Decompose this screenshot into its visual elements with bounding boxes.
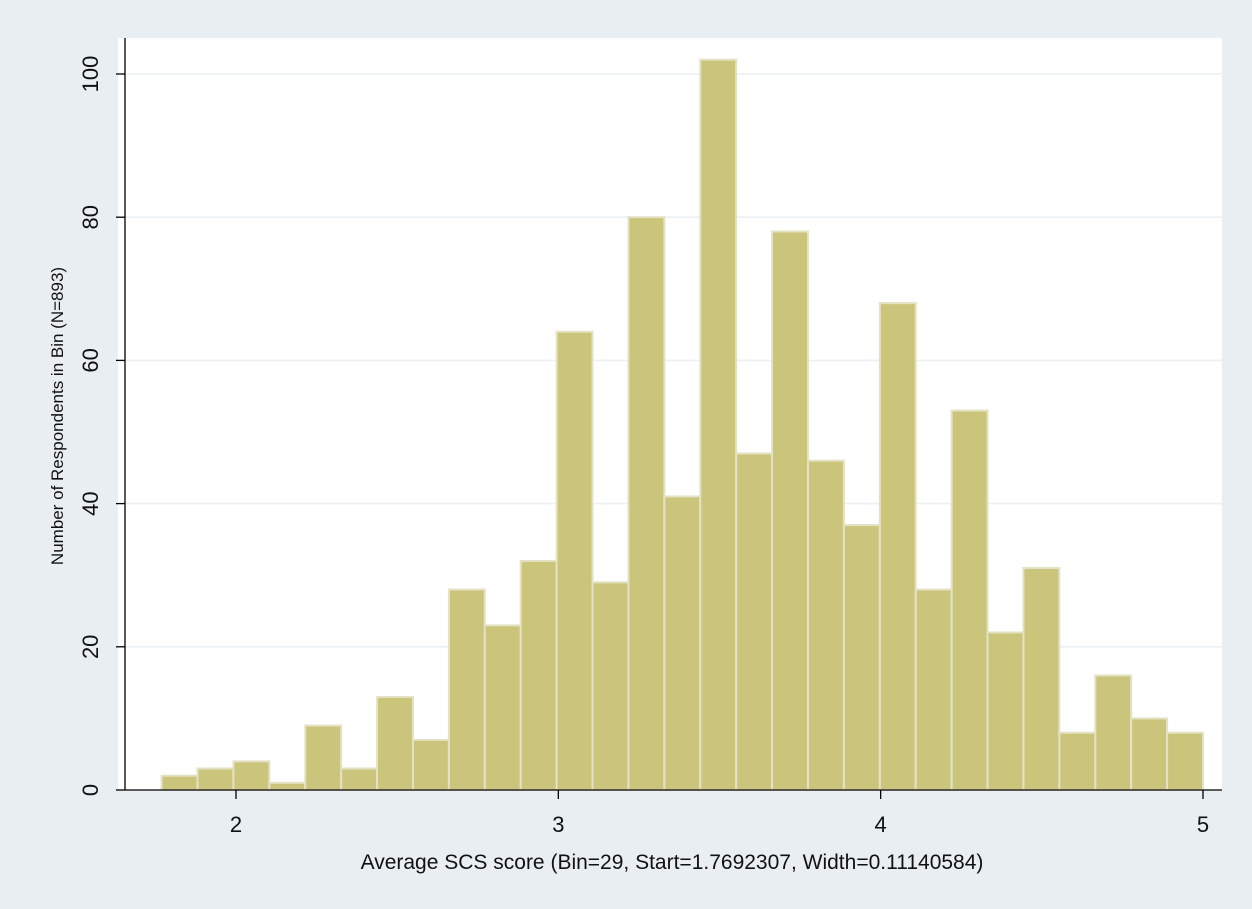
- y-tick-label: 0: [78, 784, 103, 796]
- y-tick-label: 80: [78, 205, 103, 229]
- histogram-bar: [663, 495, 702, 791]
- histogram-bar: [735, 452, 774, 791]
- y-tick-label: 20: [78, 635, 103, 659]
- y-tick-label: 100: [78, 56, 103, 93]
- x-axis-title: Average SCS score (Bin=29, Start=1.76923…: [361, 851, 984, 874]
- y-tick-label: 40: [78, 491, 103, 515]
- histogram-bar: [160, 774, 199, 791]
- histogram-bar: [340, 767, 379, 792]
- histogram-bar: [1166, 731, 1205, 791]
- histogram-bar: [411, 738, 450, 792]
- y-axis-title: Number of Respondents in Bin (N=893): [48, 267, 67, 565]
- histogram-bar: [196, 767, 235, 792]
- histogram-bar: [483, 624, 522, 791]
- histogram-bar: [304, 724, 343, 791]
- histogram-bar: [914, 588, 953, 792]
- histogram-bar: [986, 631, 1025, 791]
- histogram-bar: [699, 58, 738, 792]
- x-tick-label: 3: [552, 812, 564, 837]
- bars: [160, 58, 1205, 792]
- histogram-bar: [1022, 567, 1061, 791]
- histogram-bar: [268, 781, 307, 792]
- histogram-bar: [519, 559, 558, 791]
- x-axis-ticks: 2 3 4 5: [230, 790, 1209, 837]
- histogram-bar: [627, 216, 666, 791]
- histogram-bar: [1094, 674, 1133, 791]
- histogram-bar: [591, 581, 630, 791]
- histogram-bar: [842, 524, 881, 792]
- histogram-bar: [878, 302, 917, 791]
- x-tick-label: 2: [230, 812, 242, 837]
- histogram-bar: [376, 695, 414, 791]
- histogram-bar: [806, 459, 845, 791]
- histogram-bar: [771, 230, 809, 791]
- x-tick-label: 5: [1197, 812, 1209, 837]
- histogram-bar: [232, 760, 271, 791]
- histogram-bar: [950, 409, 989, 791]
- histogram-bar: [447, 588, 486, 792]
- y-axis-ticks: 0 20 40 60 80 100: [78, 56, 125, 796]
- y-tick-label: 60: [78, 348, 103, 372]
- histogram-bar: [1058, 731, 1097, 791]
- x-tick-label: 4: [875, 812, 887, 837]
- histogram-bar: [555, 330, 594, 791]
- histogram-bar: [1130, 717, 1169, 792]
